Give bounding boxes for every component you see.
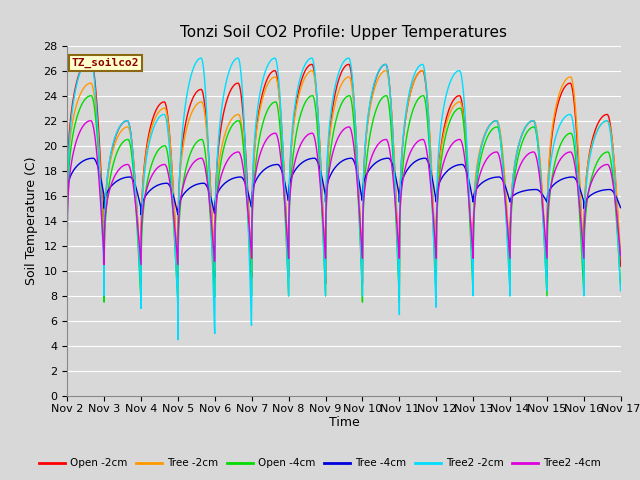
Text: TZ_soilco2: TZ_soilco2: [72, 58, 139, 68]
X-axis label: Time: Time: [328, 417, 360, 430]
Y-axis label: Soil Temperature (C): Soil Temperature (C): [25, 156, 38, 285]
Legend: Open -2cm, Tree -2cm, Open -4cm, Tree -4cm, Tree2 -2cm, Tree2 -4cm: Open -2cm, Tree -2cm, Open -4cm, Tree -4…: [35, 454, 605, 472]
Title: Tonzi Soil CO2 Profile: Upper Temperatures: Tonzi Soil CO2 Profile: Upper Temperatur…: [180, 25, 508, 40]
